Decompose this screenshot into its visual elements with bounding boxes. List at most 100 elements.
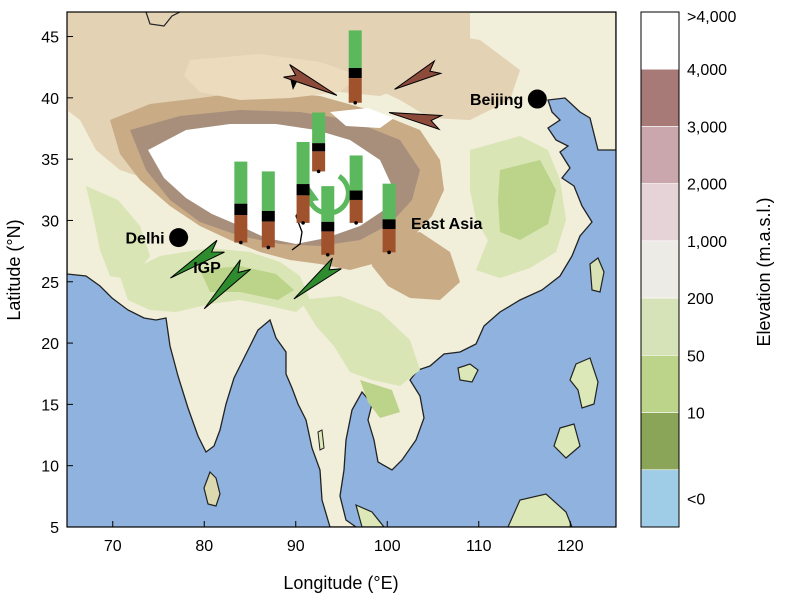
wind-arrow-shape bbox=[203, 259, 251, 310]
colorbar-title: Elevation (m.a.s.l.) bbox=[754, 197, 774, 346]
profile-bar bbox=[382, 183, 396, 255]
colorbar-segment bbox=[640, 126, 680, 184]
city-marker: Beijing bbox=[470, 89, 547, 109]
caspian-coast bbox=[145, 12, 181, 27]
region-labels: IGP East Asia bbox=[193, 216, 482, 277]
colorbar-label: <0 bbox=[687, 491, 705, 508]
y-tick-label: 15 bbox=[41, 397, 59, 414]
y-tick-label: 45 bbox=[41, 30, 59, 47]
circulation-arc bbox=[306, 174, 351, 216]
bar-brown-segment bbox=[349, 199, 363, 223]
bar-black-segment bbox=[349, 190, 363, 200]
y-tick-label: 5 bbox=[50, 520, 59, 537]
y-tick-label: 10 bbox=[41, 459, 59, 476]
bar-brown-segment bbox=[261, 221, 275, 248]
bar-brown-segment bbox=[234, 215, 248, 243]
x-tick-label: 90 bbox=[287, 538, 305, 555]
colorbar-segment bbox=[640, 297, 680, 356]
y-tick-label: 35 bbox=[41, 152, 59, 169]
bar-green-segment bbox=[382, 183, 396, 220]
bar-base-dot bbox=[353, 100, 358, 105]
profile-bar bbox=[234, 161, 248, 245]
wind-arrow-shape bbox=[283, 64, 338, 96]
bar-green-segment bbox=[321, 186, 335, 222]
wind-arrow bbox=[170, 239, 225, 279]
philippines bbox=[553, 357, 599, 459]
colorbar-segment bbox=[640, 183, 680, 242]
colorbar-border bbox=[640, 11, 680, 528]
wind-arrow bbox=[388, 112, 444, 131]
bar-black-segment bbox=[348, 68, 362, 79]
profile-bar bbox=[348, 30, 362, 105]
city-label: Delhi bbox=[126, 231, 165, 248]
bar-base-dot bbox=[239, 240, 243, 245]
profile-bar bbox=[261, 171, 275, 250]
hainan-island bbox=[457, 363, 479, 383]
bar-green-segment bbox=[349, 155, 363, 191]
map-border bbox=[66, 11, 617, 528]
bar-green-segment bbox=[261, 171, 275, 211]
bar-brown-segment bbox=[296, 195, 310, 223]
wind-arrow bbox=[283, 64, 338, 96]
bar-markers bbox=[234, 30, 396, 257]
bar-base-dot bbox=[354, 221, 358, 225]
colorbar-segment bbox=[640, 11, 680, 70]
wind-arrow bbox=[394, 59, 443, 90]
bar-green-segment bbox=[296, 141, 310, 185]
colorbar-segment bbox=[640, 355, 680, 413]
colorbar-label: 10 bbox=[687, 406, 705, 423]
lowland-indus bbox=[86, 186, 150, 280]
wind-arrow-shape bbox=[293, 257, 342, 300]
bar-brown-segment bbox=[348, 78, 362, 103]
profile-bar bbox=[349, 155, 363, 225]
wind-arrow-shape bbox=[394, 59, 443, 90]
bar-base-dot bbox=[301, 221, 305, 225]
bar-black-segment bbox=[261, 210, 275, 222]
colorbar-label: 2,000 bbox=[687, 177, 727, 194]
wind-arrow-shape bbox=[388, 112, 444, 131]
x-tick-label: 70 bbox=[104, 538, 122, 555]
wind-arrow bbox=[293, 257, 342, 300]
bar-black-segment bbox=[312, 143, 326, 152]
colorbar-segment bbox=[640, 68, 680, 127]
lowland-green-deep bbox=[200, 160, 556, 418]
transport-arrows bbox=[170, 59, 444, 310]
colorbar-segment bbox=[640, 412, 680, 471]
bar-black-segment bbox=[382, 219, 396, 229]
x-tick-label: 80 bbox=[195, 538, 213, 555]
sumatra bbox=[355, 503, 385, 527]
x-tick-label: 110 bbox=[466, 538, 492, 555]
bar-base-dot bbox=[266, 245, 271, 250]
y-tick-label: 25 bbox=[41, 275, 59, 292]
city-markers: Delhi Beijing bbox=[126, 89, 547, 248]
y-tick-label: 30 bbox=[41, 213, 59, 230]
map-panel bbox=[67, 12, 616, 527]
bar-base-dot bbox=[325, 252, 330, 257]
x-axis-label: Longitude (°E) bbox=[283, 573, 398, 593]
bar-brown-segment bbox=[321, 231, 335, 255]
profile-bar bbox=[296, 141, 310, 225]
city-marker: Delhi bbox=[126, 228, 189, 248]
bar-black-segment bbox=[321, 221, 335, 232]
colorbar-segment bbox=[640, 240, 680, 299]
bar-green-segment bbox=[234, 161, 248, 204]
city-dot bbox=[527, 89, 547, 109]
qilian-snow bbox=[330, 108, 394, 128]
colorbar-segment bbox=[640, 469, 680, 528]
colorbar-label: >4,000 bbox=[687, 9, 736, 26]
colorbar-label: 4,000 bbox=[687, 62, 727, 79]
x-tick-label: 120 bbox=[557, 538, 584, 555]
y-tick-label: 40 bbox=[41, 91, 59, 108]
city-dot bbox=[169, 228, 189, 248]
y-axis-label: Latitude (°N) bbox=[4, 219, 24, 320]
y-tick-label: 20 bbox=[41, 336, 59, 353]
elevation-colorbar: >4,000 4,000 3,000 2,000 1,000 200 50 10 <0 bbox=[640, 9, 736, 528]
profile-bar bbox=[321, 186, 335, 257]
lowland-southeast-asia bbox=[300, 296, 420, 386]
region-label: IGP bbox=[193, 260, 221, 277]
wind-arrow bbox=[203, 259, 251, 310]
region-label: East Asia bbox=[411, 216, 483, 233]
bar-brown-segment bbox=[312, 151, 326, 172]
taiwan-island bbox=[589, 257, 605, 293]
